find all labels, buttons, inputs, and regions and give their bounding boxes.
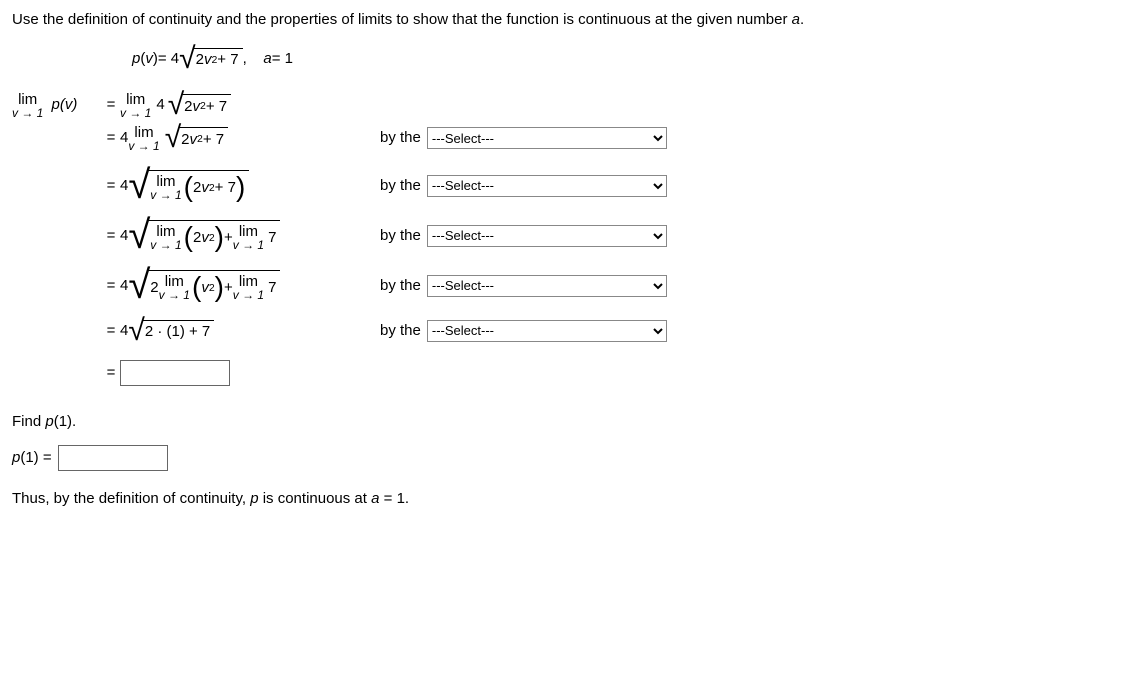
reason-select-4[interactable]: ---Select--- [427, 275, 667, 297]
step-6: = 4 √ 2 · (1) + 7 by the ---Select--- [12, 320, 1119, 342]
step-4: = 4 √ limv → 1 (2v2) + limv → 1 7 by the… [12, 220, 1119, 252]
p1-row: p(1) = [12, 445, 1119, 471]
step-5: = 4 √ 2 limv → 1 (v2) + limv → 1 7 by th… [12, 270, 1119, 302]
by-the-label: by the [380, 321, 421, 341]
reason-select-3[interactable]: ---Select--- [427, 225, 667, 247]
function-definition: p(v) = 4 √ 2v2 + 7 , a = 1 [132, 48, 1119, 70]
by-the-label: by the [380, 226, 421, 246]
reason-select-5[interactable]: ---Select--- [427, 320, 667, 342]
step-7: = [12, 360, 1119, 386]
conclusion: Thus, by the definition of continuity, p… [12, 489, 1119, 509]
question-prompt: Use the definition of continuity and the… [12, 10, 1119, 30]
by-the-label: by the [380, 176, 421, 196]
limit-answer-input[interactable] [120, 360, 230, 386]
step-1: limv → 1 p(v) = limv → 1 4 √ 2v2 + 7 [12, 92, 1119, 119]
find-p1-label: Find p(1). [12, 412, 1119, 432]
reason-select-2[interactable]: ---Select--- [427, 175, 667, 197]
reason-select-1[interactable]: ---Select--- [427, 127, 667, 149]
step-3: = 4 √ limv → 1 (2v2 + 7) by the ---Selec… [12, 170, 1119, 202]
by-the-label: by the [380, 276, 421, 296]
step-2: = 4 limv → 1 √ 2v2 + 7 by the ---Select-… [12, 125, 1119, 152]
by-the-label: by the [380, 128, 421, 148]
p1-answer-input[interactable] [58, 445, 168, 471]
